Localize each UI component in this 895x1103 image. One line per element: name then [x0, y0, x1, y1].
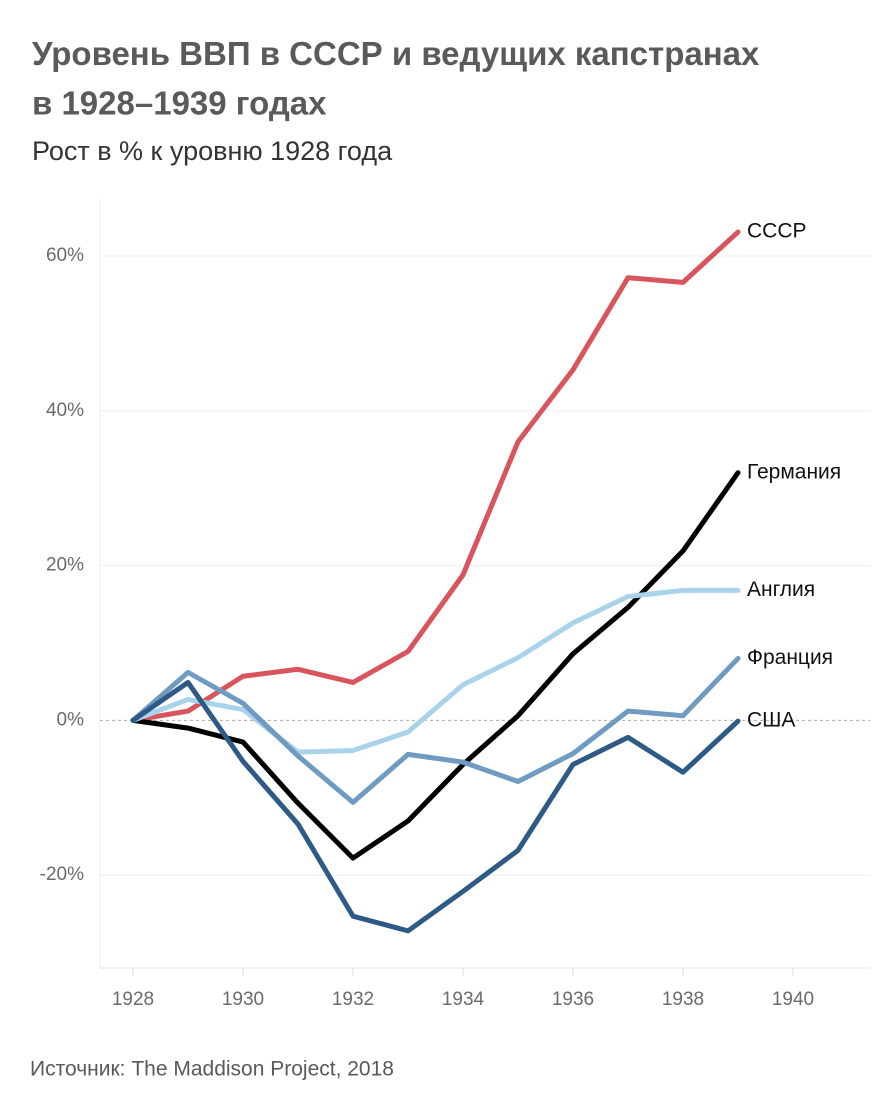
x-tick-label: 1932	[332, 989, 374, 1010]
series-line	[130, 229, 741, 723]
y-tick-label: -20%	[40, 864, 84, 885]
series-label: Франция	[747, 646, 833, 669]
chart-title-line2: в 1928–1939 годах	[32, 85, 327, 122]
series-line	[130, 679, 741, 934]
chart-title: Уровень ВВП в СССР и ведущих капстранах	[32, 35, 760, 72]
source: Источник: The Maddison Project, 2018	[30, 1058, 394, 1081]
x-tick-label: 1930	[222, 989, 264, 1010]
y-tick-label: 0%	[57, 709, 85, 730]
series-label: Германия	[747, 460, 841, 483]
x-tick-label: 1934	[442, 989, 485, 1010]
x-tick-label: 1938	[662, 989, 704, 1010]
chart-subtitle: Рост в % к уровню 1928 года	[32, 136, 393, 166]
y-tick-label: 20%	[46, 555, 84, 576]
series-label: Англия	[747, 578, 815, 601]
series-line	[130, 655, 741, 805]
series-label: США	[747, 709, 795, 732]
series-line	[130, 470, 741, 861]
title-text: Уровень ВВП в СССР и ведущих капстранах	[32, 35, 760, 72]
x-tick-label: 1936	[552, 989, 594, 1010]
series-line	[130, 587, 741, 755]
x-tick-label: 1940	[772, 989, 814, 1010]
y-tick-label: 60%	[46, 245, 84, 266]
y-tick-label: 40%	[46, 400, 84, 421]
series-label: СССР	[747, 220, 807, 243]
x-tick-label: 1928	[112, 989, 154, 1010]
